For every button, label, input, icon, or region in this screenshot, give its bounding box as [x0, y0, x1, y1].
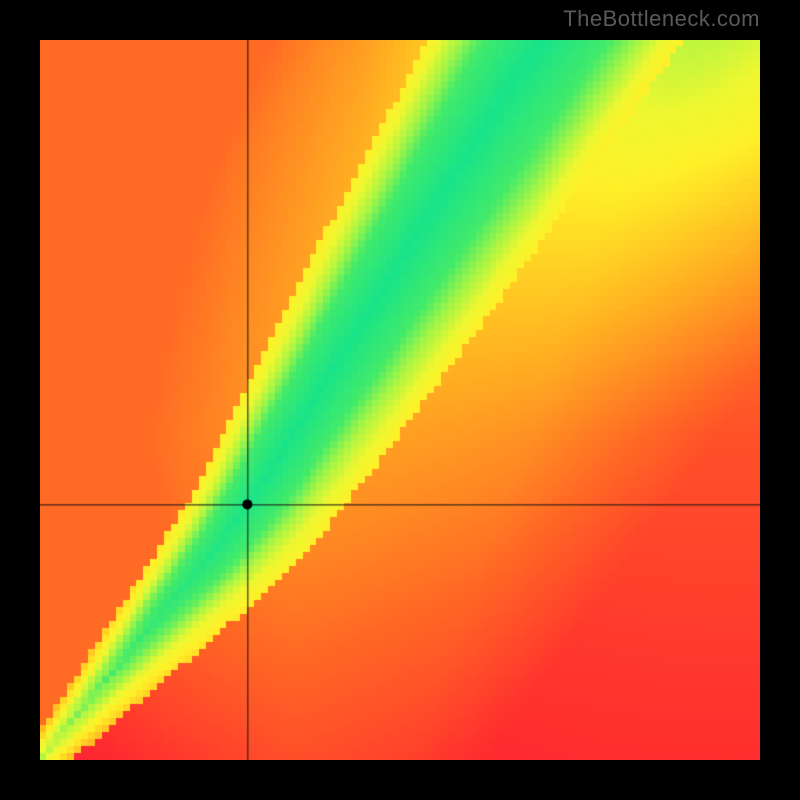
heatmap-canvas	[40, 40, 760, 760]
watermark-text: TheBottleneck.com	[563, 6, 760, 32]
heatmap-chart	[40, 40, 760, 760]
